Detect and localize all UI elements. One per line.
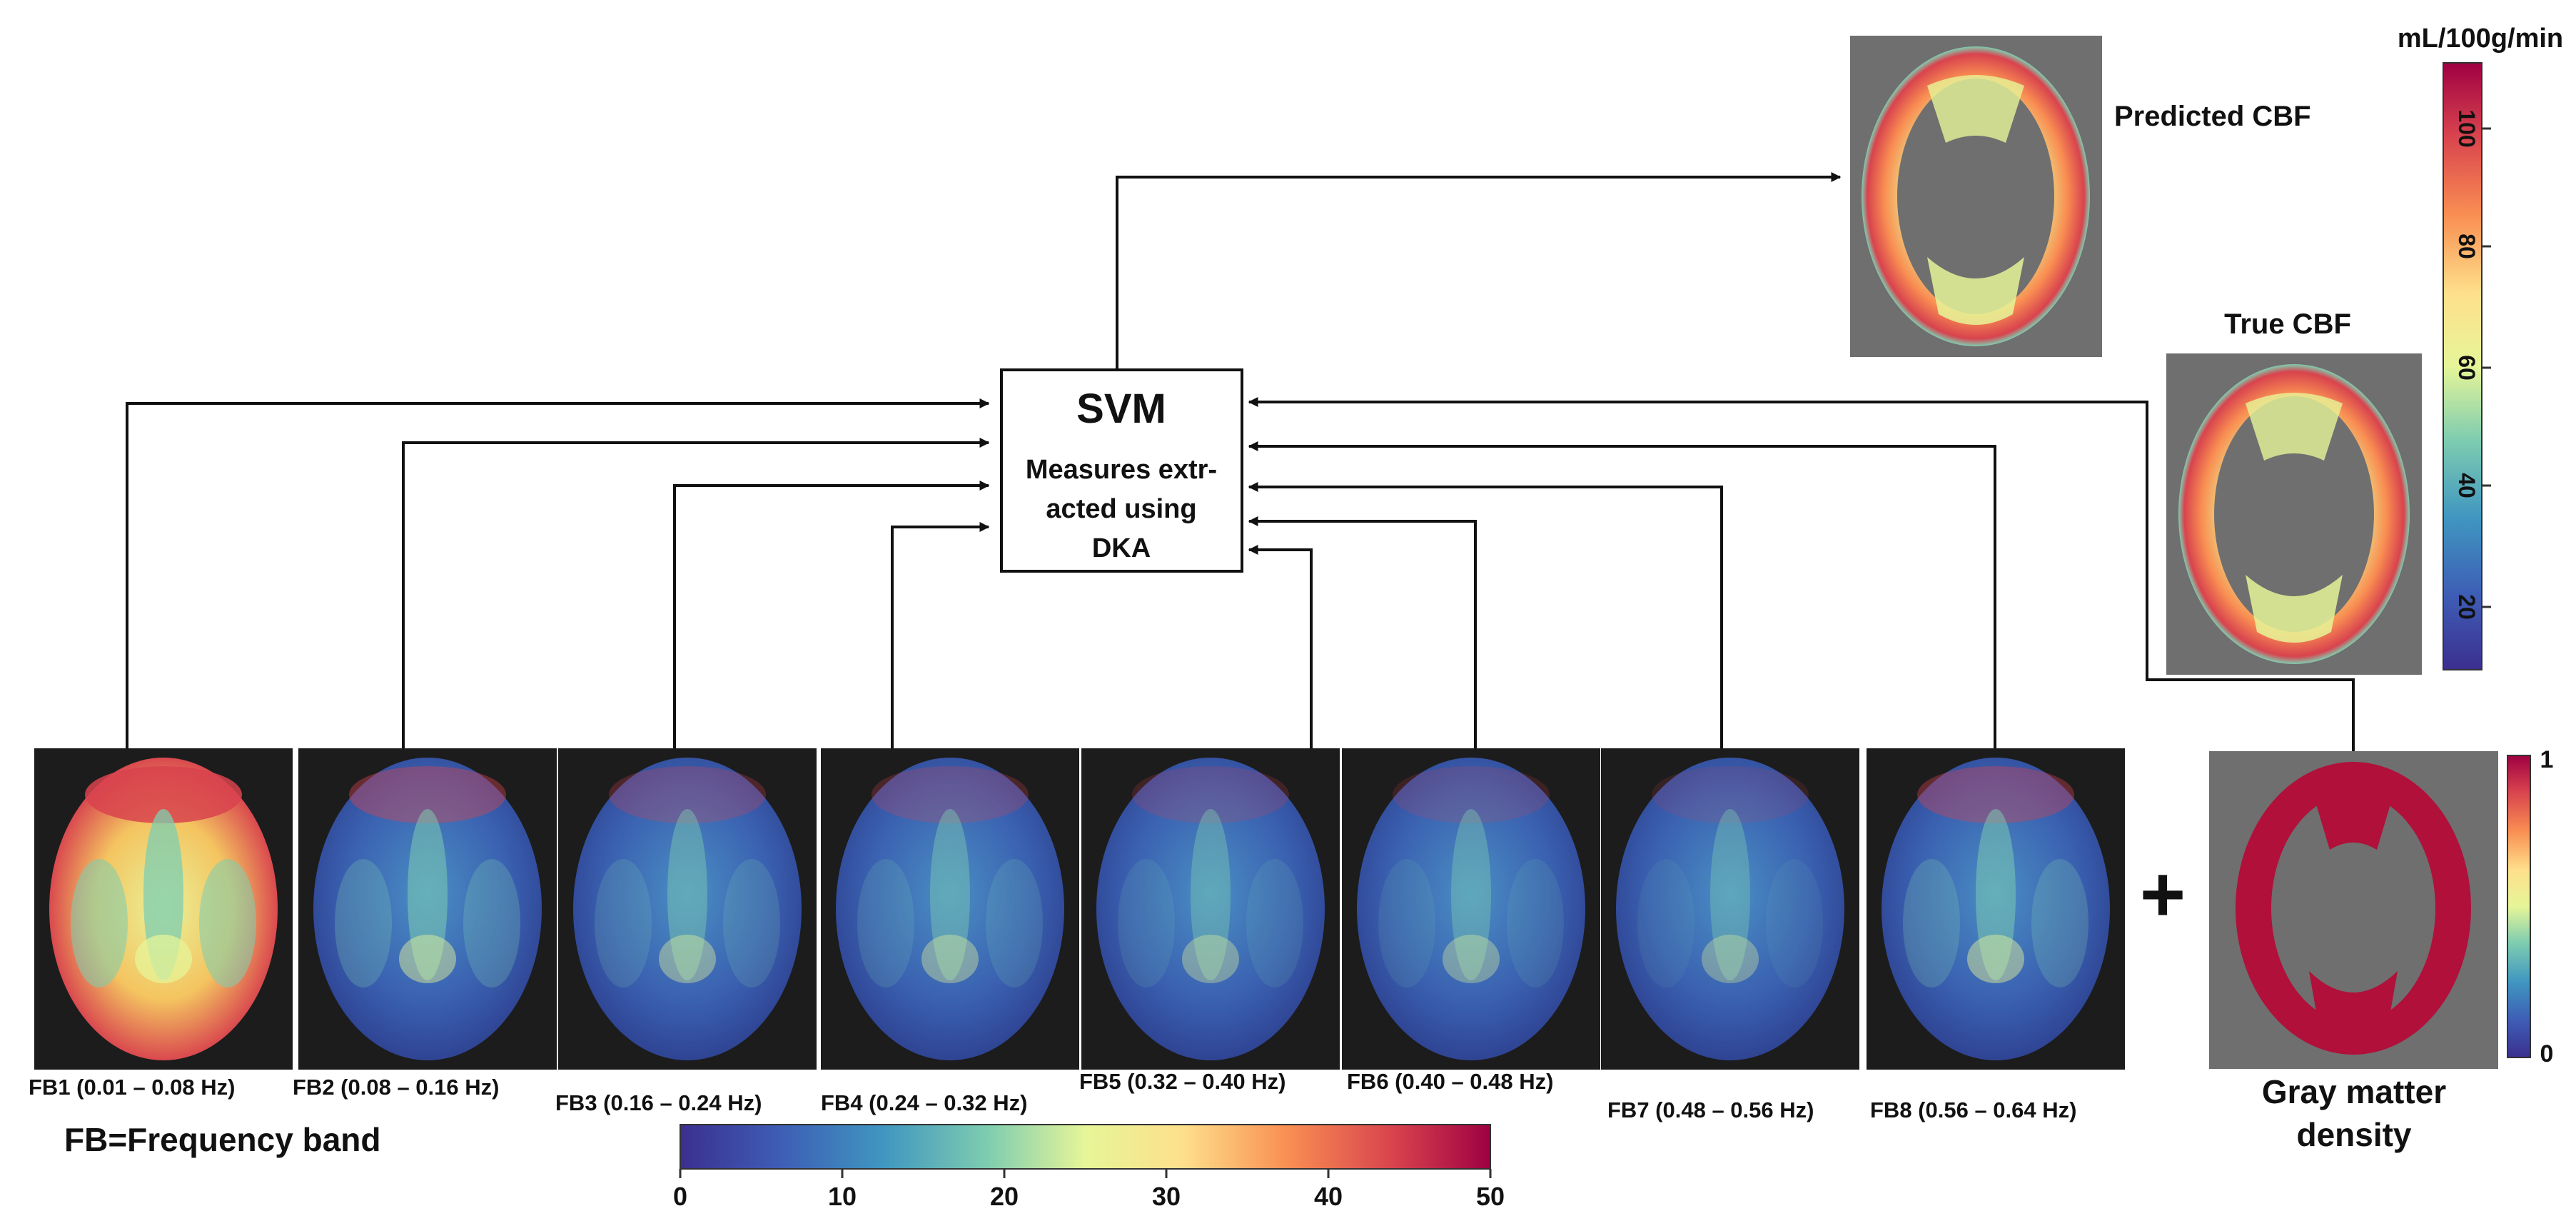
arrow-fb3 <box>673 481 990 750</box>
cbf-colorbar <box>2443 62 2482 670</box>
svm-line-1: Measures extr- <box>1026 455 1217 485</box>
arrow-fb6 <box>1248 516 1477 750</box>
svm-box: SVM Measures extr- acted using DKA <box>1000 368 1243 573</box>
gray-matter-label-1: Gray matter <box>2262 1073 2446 1110</box>
gray-matter-label-2: density <box>2296 1116 2411 1153</box>
cbf-tick-label: 100 <box>2454 109 2480 147</box>
svm-line-2: acted using <box>1046 494 1196 524</box>
band-label-fb1: FB1 (0.01 – 0.08 Hz) <box>29 1075 235 1100</box>
band-panel-fb1 <box>34 748 293 1070</box>
arrow-fb8 <box>1248 441 1996 750</box>
gray-matter-map <box>2209 751 2498 1069</box>
band-panel-fb2 <box>298 748 557 1070</box>
arrow-svm-to-predicted <box>1116 172 1842 371</box>
band-colorbar-ticks: 0 10 20 30 40 50 <box>673 1169 1505 1211</box>
cbf-colorbar-ticks: 20 40 60 80 100 <box>2454 109 2491 620</box>
band-panel-fb8 <box>1867 748 2125 1070</box>
true-cbf-label: True CBF <box>2224 308 2351 340</box>
band-tick-label: 50 <box>1476 1182 1505 1211</box>
band-label-fb2: FB2 (0.08 – 0.16 Hz) <box>293 1075 499 1100</box>
band-panel-fb3 <box>558 748 817 1070</box>
cbf-tick-label: 60 <box>2454 355 2480 381</box>
band-tick-label: 40 <box>1314 1182 1343 1211</box>
arrow-gray-matter <box>1248 397 2355 751</box>
band-label-fb4: FB4 (0.24 – 0.32 Hz) <box>821 1090 1027 1115</box>
connector-arrows <box>126 172 2355 751</box>
band-tick-label: 30 <box>1152 1182 1181 1211</box>
band-tick-label: 0 <box>673 1182 687 1211</box>
gray-matter-tick-bottom: 0 <box>2540 1040 2554 1067</box>
cbf-colorbar-unit: mL/100g/min <box>2398 24 2563 54</box>
frequency-band-panels: FB1 (0.01 – 0.08 Hz) FB2 (0.08 – 0.16 Hz)… <box>29 748 2125 1122</box>
band-tick-label: 10 <box>828 1182 857 1211</box>
band-label-fb3: FB3 (0.16 – 0.24 Hz) <box>555 1090 762 1115</box>
band-label-fb6: FB6 (0.40 – 0.48 Hz) <box>1347 1069 1553 1094</box>
cbf-tick-label: 80 <box>2454 233 2480 259</box>
true-cbf-map <box>2166 353 2422 675</box>
band-panel-fb5 <box>1081 748 1340 1070</box>
fb-legend: FB=Frequency band <box>64 1121 380 1158</box>
cbf-tick-label: 40 <box>2454 473 2480 498</box>
band-label-fb5: FB5 (0.32 – 0.40 Hz) <box>1079 1069 1286 1094</box>
band-panel-fb7 <box>1601 748 1859 1070</box>
arrow-fb7 <box>1248 482 1723 750</box>
plus-sign: + <box>2140 850 2186 938</box>
band-tick-label: 20 <box>990 1182 1019 1211</box>
svm-title: SVM <box>1076 386 1166 432</box>
band-panel-fb6 <box>1342 748 1600 1070</box>
arrow-fb2 <box>402 438 990 750</box>
predicted-cbf-label: Predicted CBF <box>2114 101 2311 132</box>
gray-matter-tick-top: 1 <box>2540 746 2554 773</box>
arrow-fb4 <box>891 522 990 750</box>
band-label-fb7: FB7 (0.48 – 0.56 Hz) <box>1607 1097 1814 1122</box>
gray-matter-colorbar <box>2507 755 2531 1058</box>
band-colorbar <box>680 1124 1491 1170</box>
predicted-cbf-map <box>1850 36 2102 357</box>
band-panel-fb4 <box>821 748 1079 1070</box>
svm-line-3: DKA <box>1092 533 1151 563</box>
cbf-tick-label: 20 <box>2454 594 2480 620</box>
band-label-fb8: FB8 (0.56 – 0.64 Hz) <box>1870 1097 2076 1122</box>
arrow-fb5 <box>1248 545 1313 750</box>
arrow-fb1 <box>126 398 990 750</box>
